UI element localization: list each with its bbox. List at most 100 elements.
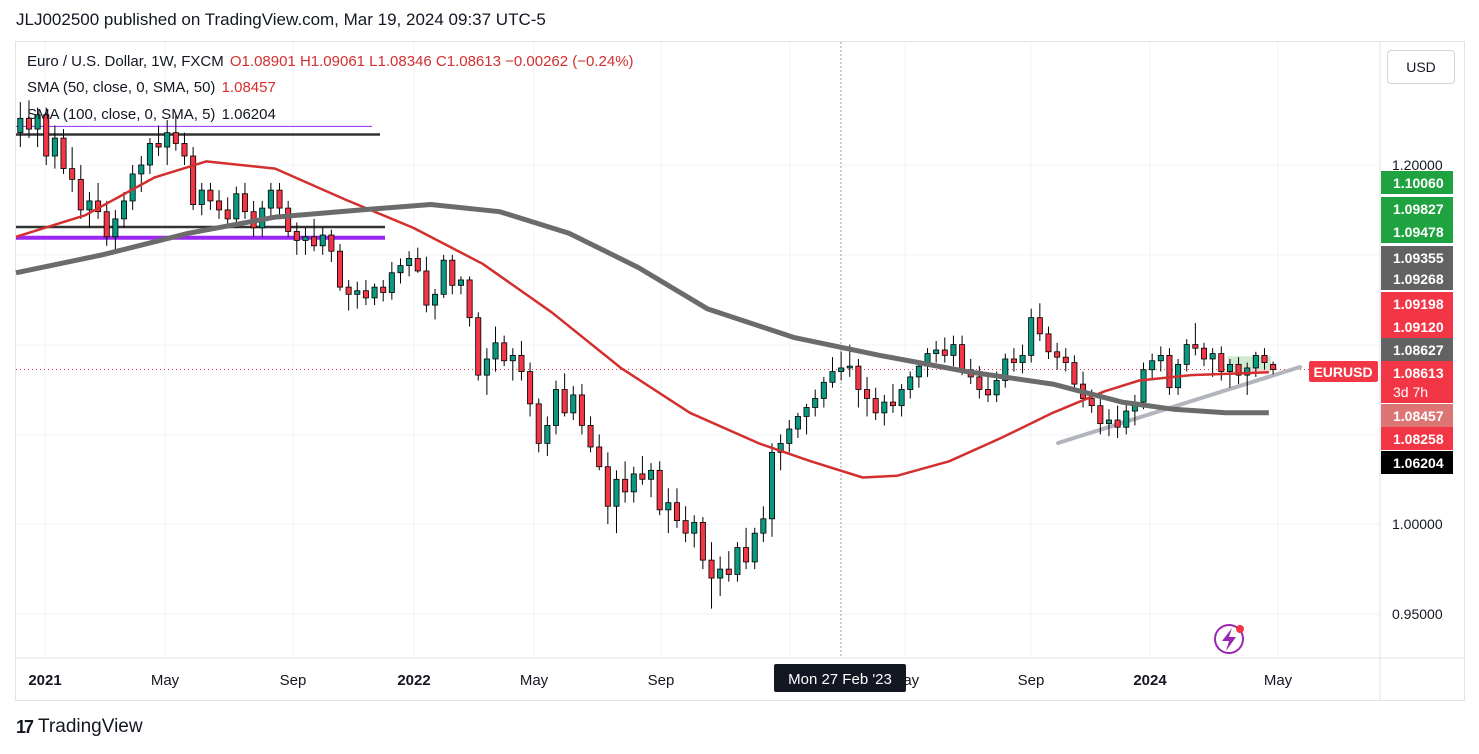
candle-body xyxy=(553,389,560,426)
price-tag: 1.09198 xyxy=(1381,292,1453,315)
candle xyxy=(639,455,646,485)
candle-body xyxy=(1235,363,1242,376)
candle-body xyxy=(406,257,413,266)
candle xyxy=(1261,348,1268,370)
candle-body xyxy=(561,389,568,414)
candle-body xyxy=(708,559,715,579)
candle-body xyxy=(527,371,534,405)
candle xyxy=(898,384,905,417)
candle xyxy=(60,129,67,174)
candle xyxy=(155,125,162,157)
candle xyxy=(1097,394,1104,435)
candle xyxy=(172,114,179,151)
candle-body xyxy=(794,416,801,430)
candle-body xyxy=(648,469,655,480)
candle xyxy=(985,376,992,403)
candle xyxy=(907,371,914,399)
candle-body xyxy=(760,518,767,534)
candle xyxy=(380,279,387,302)
sma50-line xyxy=(15,160,1269,479)
candle xyxy=(1201,342,1208,367)
candle xyxy=(51,125,58,169)
candle-body xyxy=(829,371,836,383)
candle-body xyxy=(587,425,594,448)
candle-body xyxy=(509,354,516,362)
candle-body xyxy=(77,178,84,211)
candle xyxy=(673,488,680,528)
price-tag: 1.09268 xyxy=(1381,267,1453,290)
candle-body xyxy=(630,473,637,493)
candle xyxy=(328,229,335,262)
price-tag-value: 1.08457 xyxy=(1393,408,1444,424)
price-tag-bg xyxy=(1381,292,1453,315)
x-tick-label: Sep xyxy=(648,672,675,689)
legend-sma50-value: 1.08457 xyxy=(221,79,276,96)
candle xyxy=(777,434,784,471)
candle-body xyxy=(570,394,577,414)
candle xyxy=(648,463,655,498)
candle-body xyxy=(449,259,456,286)
candle xyxy=(838,351,845,381)
candle xyxy=(43,107,50,165)
candle-body xyxy=(233,193,240,220)
candle-body xyxy=(682,520,689,534)
candle-body xyxy=(293,231,300,241)
legend-sma50-row[interactable]: SMA (50, close, 0, SMA, 50) 1.08457 xyxy=(27,79,278,96)
legend-symbol[interactable]: Euro / U.S. Dollar, 1W, FXCM xyxy=(27,53,224,70)
candle xyxy=(1218,346,1225,381)
candle xyxy=(371,283,378,306)
candle xyxy=(820,376,827,408)
candle xyxy=(941,337,948,363)
price-tag: 1.08457 xyxy=(1381,404,1453,427)
candle xyxy=(1045,326,1052,359)
legend-sma100-row[interactable]: SMA (100, close, 0, SMA, 5) 1.06204 xyxy=(27,106,278,123)
candle-body xyxy=(872,398,879,414)
y-tick-label: 1.20000 xyxy=(1392,157,1443,173)
candle xyxy=(362,279,369,306)
candle-body xyxy=(915,365,922,378)
candle-body xyxy=(1218,353,1225,372)
legend-sma100-label: SMA (100, close, 0, SMA, 5) xyxy=(27,106,216,123)
price-tag-bg xyxy=(1381,197,1453,220)
candle-body xyxy=(198,189,205,205)
candle xyxy=(1270,361,1277,375)
price-tag-value: 1.09827 xyxy=(1393,201,1444,217)
price-tag: 1.08613 3d 7h xyxy=(1381,361,1453,403)
candle-body xyxy=(673,502,680,522)
candle xyxy=(302,227,309,255)
candle-body xyxy=(103,211,110,238)
currency-button[interactable]: USD xyxy=(1387,50,1455,84)
candle-body xyxy=(432,293,439,306)
candle xyxy=(233,186,240,228)
candle-body xyxy=(665,502,672,511)
candle-body xyxy=(803,407,810,417)
candle-body xyxy=(881,401,888,414)
candle xyxy=(1028,308,1035,363)
candle-body xyxy=(146,143,153,166)
candle xyxy=(17,102,24,148)
candle-body xyxy=(336,250,343,288)
candle-body xyxy=(1088,398,1095,407)
candle-body xyxy=(1105,419,1112,425)
price-tag: 1.10060 xyxy=(1381,171,1453,194)
candle xyxy=(77,165,84,219)
price-tag-value: 1.06204 xyxy=(1393,455,1444,471)
candle xyxy=(578,384,585,435)
candle-body xyxy=(933,349,940,354)
candle-body xyxy=(1054,351,1061,358)
price-tag: 1.08627 xyxy=(1381,338,1453,361)
candle-body xyxy=(622,478,629,493)
candle-body xyxy=(51,137,58,157)
candle-body xyxy=(838,367,845,372)
y-tick-label: 0.95000 xyxy=(1392,606,1443,622)
candle-body xyxy=(769,451,776,520)
candle-body xyxy=(1071,362,1078,385)
candle xyxy=(475,312,482,381)
candle-body xyxy=(1062,356,1069,363)
legend-sma100-value: 1.06204 xyxy=(221,106,276,123)
candle-body xyxy=(181,143,188,157)
drawings xyxy=(16,125,1302,445)
candle-body xyxy=(1261,354,1268,363)
candle-body xyxy=(656,469,663,511)
